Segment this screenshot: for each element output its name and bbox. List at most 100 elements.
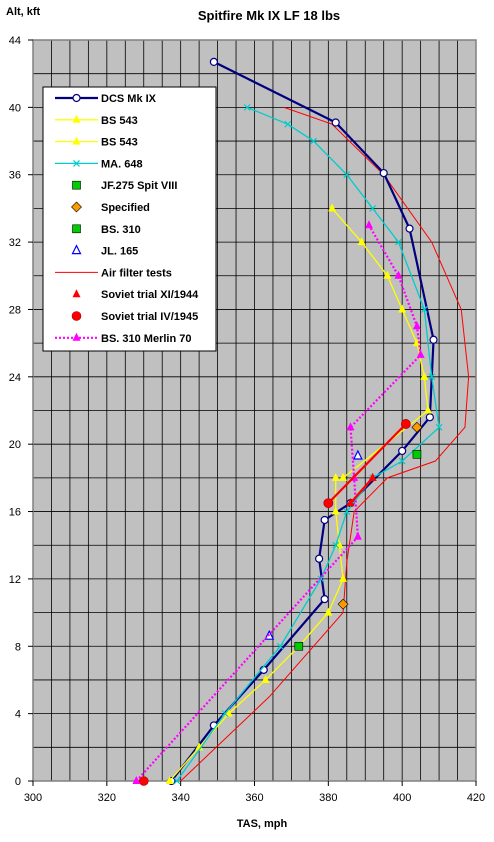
marker-stroke	[398, 457, 406, 465]
marker-stroke	[276, 642, 284, 650]
legend: DCS Mk IX BS 543 BS 543 MA. 648 JF.275 Spit …	[42, 86, 217, 352]
y-tick-label: 16	[9, 507, 21, 519]
legend-entry: Soviet trial XI/1944	[72, 289, 199, 301]
x-tick-label: 340	[171, 792, 189, 804]
legend-label: Air filter tests	[101, 267, 172, 279]
data-point	[284, 120, 292, 128]
data-point	[435, 423, 443, 431]
y-tick-label: 24	[9, 372, 21, 384]
legend-swatch-marker	[71, 201, 82, 213]
legend-label: Specified	[101, 202, 150, 214]
data-point	[357, 237, 366, 246]
data-point	[398, 457, 406, 465]
legend-swatch-marker	[72, 180, 81, 190]
legend-label: DCS Mk IX	[101, 93, 157, 105]
y-tick-label: 20	[9, 439, 21, 451]
marker-stroke	[73, 159, 80, 167]
data-point	[310, 137, 317, 145]
y-tick-label: 4	[15, 709, 21, 721]
y-axis-label: Alt, kft	[6, 6, 41, 18]
data-point	[315, 554, 324, 563]
data-point	[138, 776, 149, 786]
data-point	[411, 421, 423, 433]
data-point	[425, 413, 434, 422]
marker-stroke	[369, 204, 377, 212]
legend-swatch-marker	[72, 332, 81, 341]
legend-swatch-marker	[72, 136, 81, 145]
legend-label: BS. 310 Merlin 70	[101, 333, 192, 345]
legend-entry: JL. 165	[71, 244, 138, 258]
data-point	[398, 446, 407, 456]
legend-entry: DCS Mk IX	[55, 93, 157, 105]
legend-entry: Specified	[71, 201, 150, 214]
legend-entry: BS 543	[55, 136, 138, 149]
series-7	[264, 449, 363, 640]
x-axis-label: TAS, mph	[237, 818, 288, 830]
data-point	[379, 168, 388, 178]
data-point	[412, 338, 421, 347]
marker-stroke	[173, 777, 181, 785]
legend-entry: BS. 310	[72, 224, 141, 236]
series-line	[327, 423, 407, 504]
data-point	[346, 498, 355, 507]
data-point	[353, 531, 362, 540]
x-tick-label: 420	[467, 792, 485, 804]
marker-stroke	[332, 541, 340, 549]
y-tick-label: 28	[9, 304, 21, 316]
data-point	[261, 674, 270, 683]
data-point	[328, 203, 337, 212]
series-5	[337, 421, 423, 610]
legend-swatch-marker	[72, 224, 81, 234]
data-point	[346, 422, 355, 431]
marker-stroke	[243, 103, 251, 111]
data-point	[331, 118, 340, 127]
marker-stroke	[435, 423, 443, 431]
data-point	[405, 224, 414, 233]
data-point	[276, 642, 284, 650]
legend-label: BS. 310	[101, 224, 141, 236]
data-point	[173, 777, 181, 785]
legend-entry: JF.275 Spit VIII	[72, 180, 177, 192]
legend-swatch-marker	[72, 114, 81, 123]
legend-label: Soviet trial IV/1945	[101, 311, 198, 323]
legend-swatch-marker	[71, 244, 82, 255]
data-point	[332, 541, 340, 549]
data-point	[429, 335, 438, 344]
series-line	[135, 224, 422, 782]
data-point	[324, 607, 333, 616]
data-point	[352, 449, 363, 460]
series-2	[328, 203, 433, 481]
series-line	[169, 477, 344, 782]
data-point	[331, 472, 340, 481]
y-tick-label: 44	[9, 35, 21, 47]
data-point	[320, 595, 329, 604]
marker-stroke	[343, 508, 351, 515]
legend-label: BS 543	[101, 115, 138, 127]
legend-swatch-marker	[72, 289, 81, 298]
marker-stroke	[395, 238, 402, 246]
series-4	[294, 449, 422, 651]
marker-stroke	[428, 373, 436, 381]
data-point	[383, 270, 392, 279]
y-tick-label: 8	[15, 641, 21, 653]
legend-box	[42, 86, 217, 352]
data-point	[343, 171, 351, 179]
data-point	[420, 306, 428, 313]
x-tick-label: 320	[98, 792, 116, 804]
data-point	[369, 204, 377, 212]
x-tick-label: 300	[24, 792, 42, 804]
y-tick-label: 40	[9, 102, 21, 114]
data-point	[320, 515, 329, 525]
marker-stroke	[343, 171, 351, 179]
legend-entry: BS. 310 Merlin 70	[55, 332, 192, 345]
x-tick-label: 380	[319, 792, 337, 804]
series-line	[331, 207, 429, 479]
y-tick-label: 32	[9, 237, 21, 249]
data-point	[424, 405, 433, 414]
legend-swatch-marker	[73, 159, 80, 167]
data-point	[165, 776, 174, 784]
x-tick-label: 400	[393, 792, 411, 804]
series-11	[132, 220, 425, 784]
legend-entry: Air filter tests	[55, 267, 172, 279]
